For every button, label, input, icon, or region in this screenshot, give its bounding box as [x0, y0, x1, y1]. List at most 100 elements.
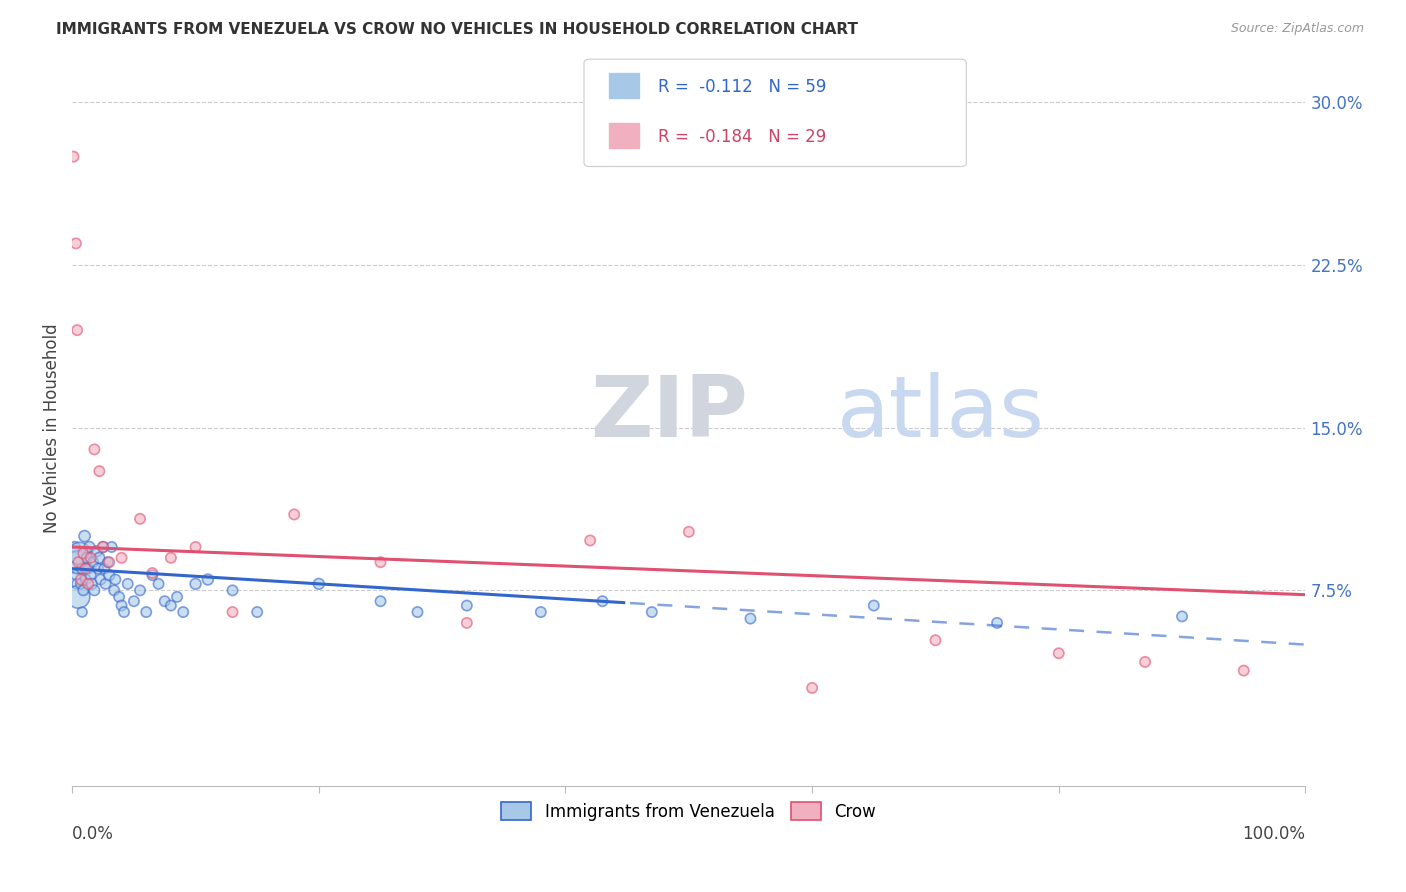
Point [172, 605, 194, 619]
Point [93, 562, 115, 576]
Point [246, 605, 269, 619]
Point [641, 605, 664, 619]
Point [862, 599, 884, 613]
Point [87, 562, 110, 576]
Legend: Immigrants from Venezuela, Crow: Immigrants from Venezuela, Crow [495, 796, 883, 827]
Point [89, 550, 111, 565]
Point [69, 547, 91, 561]
Point [83, 442, 105, 457]
Text: Source: ZipAtlas.com: Source: ZipAtlas.com [1230, 22, 1364, 36]
Point [70, 577, 93, 591]
Point [70, 562, 93, 576]
Point [103, 583, 125, 598]
Point [184, 540, 207, 554]
Text: 0.0%: 0.0% [72, 825, 114, 843]
Point [67, 555, 90, 569]
Text: R =  -0.184   N = 29: R = -0.184 N = 29 [658, 128, 827, 146]
Point [76, 550, 98, 565]
Point [221, 605, 243, 619]
Point [70, 573, 93, 587]
Point [160, 550, 183, 565]
Point [83, 583, 105, 598]
Point [370, 594, 392, 608]
Text: ZIP: ZIP [591, 372, 748, 455]
Point [65, 568, 87, 582]
Point [66, 323, 89, 337]
Point [67, 555, 90, 569]
Point [98, 555, 121, 569]
Point [110, 550, 132, 565]
Point [62, 150, 84, 164]
Point [110, 599, 132, 613]
Point [129, 583, 152, 598]
Point [184, 577, 207, 591]
Point [66, 577, 89, 591]
Point [79, 540, 101, 554]
Point [678, 524, 700, 539]
Point [141, 568, 163, 582]
Point [77, 577, 100, 591]
Point [89, 464, 111, 478]
Point [80, 550, 103, 565]
Point [112, 605, 135, 619]
Point [308, 577, 330, 591]
FancyBboxPatch shape [609, 123, 640, 148]
Point [100, 540, 122, 554]
Point [73, 529, 96, 543]
Point [135, 605, 157, 619]
Point [122, 594, 145, 608]
Point [283, 508, 305, 522]
Point [72, 547, 94, 561]
Point [98, 568, 121, 582]
Point [592, 594, 614, 608]
Point [148, 577, 170, 591]
Point [72, 583, 94, 598]
Point [1171, 609, 1194, 624]
Point [91, 540, 114, 554]
Point [1133, 655, 1156, 669]
Point [160, 599, 183, 613]
Point [90, 573, 112, 587]
Text: atlas: atlas [837, 372, 1045, 455]
Point [456, 599, 478, 613]
Point [67, 590, 90, 604]
Point [80, 568, 103, 582]
Text: 100.0%: 100.0% [1243, 825, 1305, 843]
Point [97, 555, 120, 569]
Point [91, 540, 114, 554]
Text: R =  -0.112   N = 59: R = -0.112 N = 59 [658, 78, 827, 96]
Point [117, 577, 139, 591]
Point [801, 681, 824, 695]
FancyBboxPatch shape [583, 59, 966, 167]
Point [579, 533, 602, 548]
Point [65, 236, 87, 251]
Point [63, 540, 86, 554]
Point [129, 512, 152, 526]
Point [104, 573, 127, 587]
Point [456, 615, 478, 630]
Point [141, 566, 163, 580]
Y-axis label: No Vehicles in Household: No Vehicles in Household [44, 323, 60, 533]
Point [1047, 646, 1070, 660]
Point [153, 594, 176, 608]
Point [80, 577, 103, 591]
Point [86, 544, 108, 558]
Point [530, 605, 553, 619]
Point [94, 577, 117, 591]
Point [986, 615, 1008, 630]
Point [370, 555, 392, 569]
Point [406, 605, 429, 619]
Point [1233, 664, 1256, 678]
Point [75, 562, 97, 576]
Point [197, 573, 219, 587]
Point [70, 605, 93, 619]
Point [82, 555, 104, 569]
Point [108, 590, 131, 604]
Point [77, 562, 100, 576]
FancyBboxPatch shape [609, 73, 640, 98]
Point [740, 611, 762, 625]
Point [166, 590, 188, 604]
Point [75, 573, 97, 587]
Text: IMMIGRANTS FROM VENEZUELA VS CROW NO VEHICLES IN HOUSEHOLD CORRELATION CHART: IMMIGRANTS FROM VENEZUELA VS CROW NO VEH… [56, 22, 858, 37]
Point [924, 633, 946, 648]
